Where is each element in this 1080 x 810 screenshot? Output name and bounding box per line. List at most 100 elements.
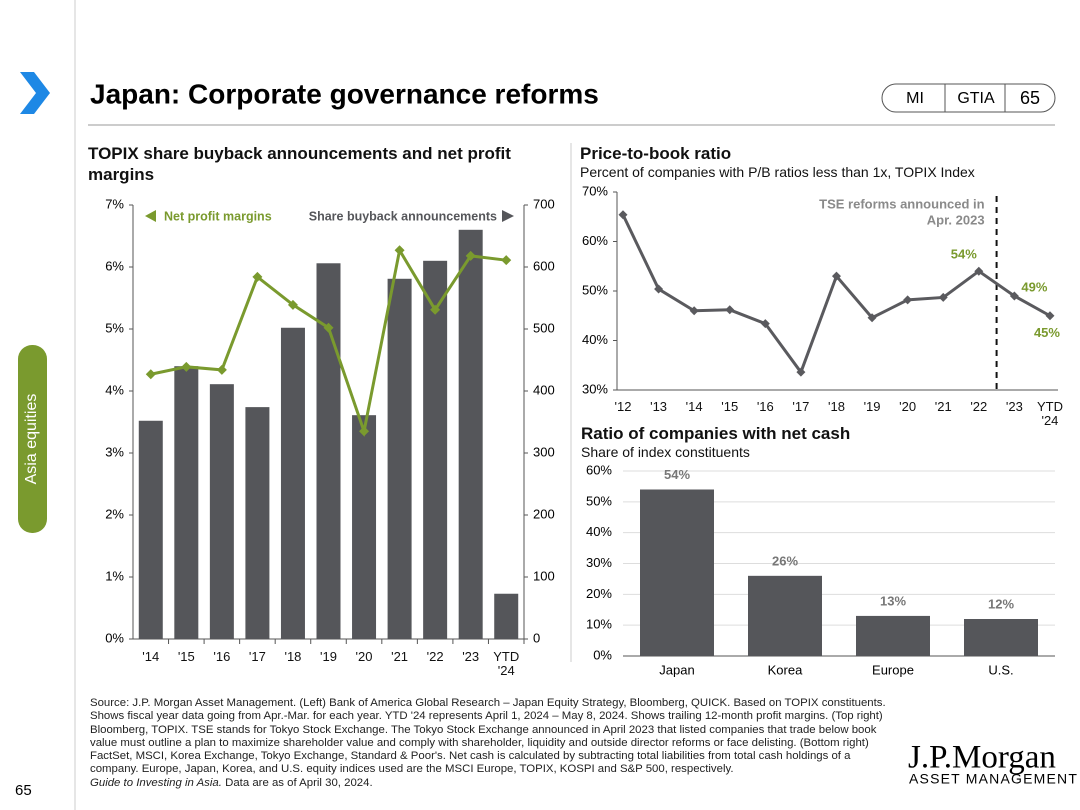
line-marker [831,271,841,281]
x-tick-label: '19 [863,399,881,414]
x-tick-label: '23 [1005,399,1023,414]
y-tick-label: 20% [586,586,612,601]
x-tick-label: '23 [462,649,480,664]
line-marker [359,426,370,437]
line-marker [796,367,806,377]
bar [316,263,341,639]
legend-arrow [145,210,156,222]
y-tick-label: 7% [105,196,124,211]
legend-label: Net profit margins [164,209,272,223]
chevron-icon [20,72,50,114]
y-tick-label: 6% [105,258,124,273]
annotation: TSE reforms announced in [819,196,984,211]
x-tick-label: '22 [970,399,988,414]
x-tick-label: '14 [142,649,160,664]
y-tick-label: 60% [582,233,608,248]
y-tick-label: 4% [105,382,124,397]
line-marker [974,266,984,276]
x-tick-label: YTD '24 [493,649,520,678]
y-tick-label: 100 [533,568,555,583]
line-marker [394,245,405,256]
line-marker [689,306,699,316]
x-tick-label: '21 [391,649,409,664]
bar [423,260,448,639]
badge: MI [906,90,924,107]
x-tick-label: '15 [177,649,195,664]
y-tick-label: 70% [582,183,608,198]
section-tab [18,345,47,533]
x-tick-label: Japan [659,662,694,677]
y-tick-label: 5% [105,320,124,335]
y-tick-label: 10% [586,617,612,632]
x-tick-label: '18 [284,649,302,664]
y-tick-label: 400 [533,382,555,397]
legend-arrow [502,210,514,222]
y-tick-label: 0% [105,630,124,645]
bar [856,615,930,656]
line-marker [903,295,913,305]
x-tick-label: U.S. [988,662,1013,677]
x-tick-label: '19 [320,649,337,664]
x-tick-label: Korea [768,662,803,677]
x-tick-label: '12 [614,399,632,414]
badge: GTIA [957,90,995,107]
bar [138,420,163,639]
annotation: Apr. 2023 [927,212,985,227]
line-marker [501,255,512,266]
y-tick-label: 0 [533,630,540,645]
x-tick-label: '22 [426,649,444,664]
bar [494,593,519,639]
chart-subtitle: Share of index constituents [581,444,750,460]
line-marker [1009,291,1019,301]
value-label: 26% [772,553,798,568]
legend-label: Share buyback announcements [309,209,497,223]
line-marker [867,313,877,323]
y-tick-label: 500 [533,320,555,335]
page-number: 65 [15,782,32,799]
guide-title: Guide to Investing in Asia. [90,776,222,789]
y-tick-label: 1% [105,568,124,583]
bar [748,575,822,656]
y-tick-label: 2% [105,506,124,521]
value-label: 45% [1034,325,1060,340]
y-tick-label: 40% [582,332,608,347]
logo-subtitle: ASSET MANAGEMENT [909,771,1078,787]
bar [640,489,714,656]
x-tick-label: '21 [934,399,952,414]
x-tick-label: YTD '24 [1036,399,1063,428]
bar [280,327,305,639]
x-tick-label: '18 [827,399,845,414]
bar [209,384,234,639]
y-tick-label: 50% [586,493,612,508]
x-tick-label: '14 [685,399,703,414]
y-tick-label: 50% [582,282,608,297]
line-marker [725,305,735,315]
value-label: 12% [988,596,1014,611]
badge-pill [881,83,1056,113]
line-marker [654,284,664,294]
x-tick-label: '20 [899,399,917,414]
x-tick-label: '16 [213,649,231,664]
x-tick-label: '20 [355,649,373,664]
y-tick-label: 60% [586,462,612,477]
line [621,214,1051,376]
line-marker [938,292,948,302]
line-marker [181,361,192,372]
bar [964,619,1038,656]
slide-title: Japan: Corporate governance reforms [90,78,599,109]
chart-title: Ratio of companies with net cash [581,424,851,443]
y-tick-label: 30% [582,381,608,396]
chart-title: Price-to-book ratio [580,144,732,163]
bar [387,278,412,639]
bar [352,415,377,639]
y-tick-label: 300 [533,444,555,459]
bar [174,366,199,639]
x-tick-label: '17 [792,399,810,414]
footnote: Source: J.P. Morgan Asset Management. (L… [90,697,890,790]
y-tick-label: 200 [533,506,555,521]
x-tick-label: '15 [721,399,739,414]
y-tick-label: 30% [586,555,612,570]
badge: 65 [1020,88,1040,108]
line-marker [1045,311,1055,321]
section-label: Asia equities [23,394,40,485]
